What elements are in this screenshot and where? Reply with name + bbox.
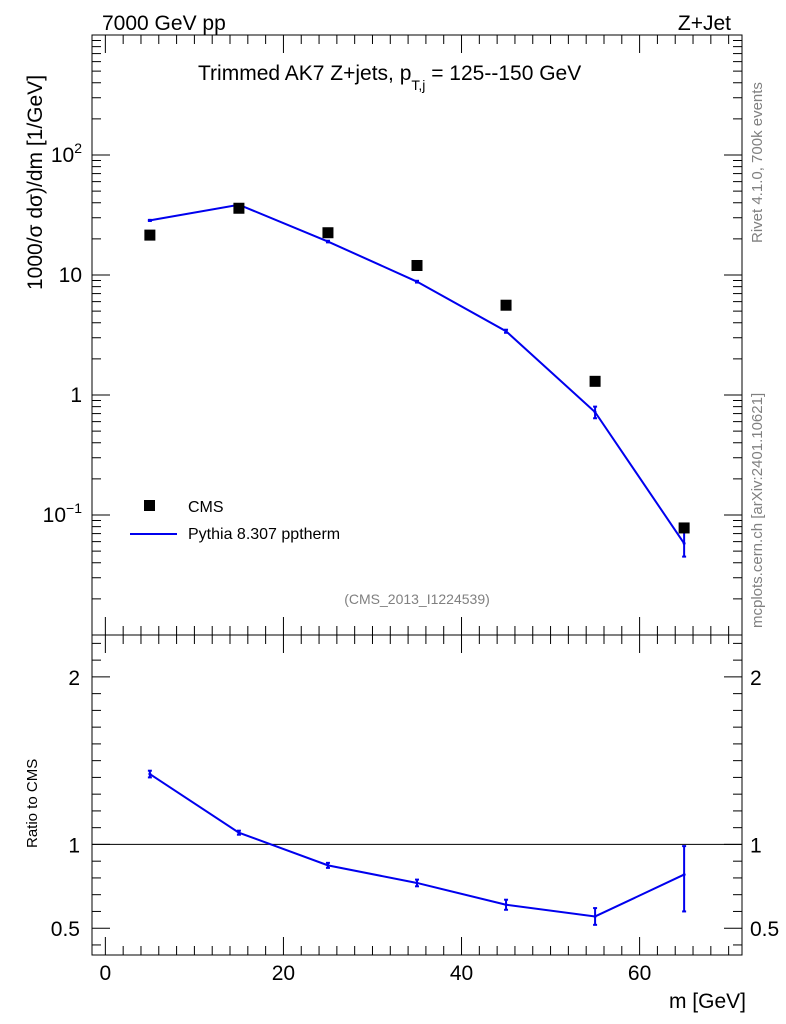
cms-data-point bbox=[322, 227, 334, 239]
main-y-tick-label-base: 10 bbox=[51, 144, 74, 167]
main-y-axis-label: 1000/σ dσ)/dm [1/GeV] bbox=[24, 75, 47, 290]
x-tick-label: 0 bbox=[100, 962, 112, 985]
cms-data-point bbox=[411, 259, 423, 271]
mc-point bbox=[415, 280, 419, 284]
ratio-point bbox=[682, 873, 686, 877]
main-title-range: = 125--150 GeV bbox=[425, 62, 581, 85]
mc-point bbox=[326, 240, 330, 244]
mc-point bbox=[682, 541, 686, 545]
ratio-panel: 0.5 0.5 1 1 2 2 0 20 40 60 Ratio to CMS m [GeV] bbox=[24, 634, 779, 1013]
ratio-point bbox=[593, 914, 597, 918]
ratio-y-tick-label-right: 1 bbox=[750, 834, 762, 857]
ratio-y-tick-label-left: 0.5 bbox=[51, 918, 80, 941]
main-y-tick-label-exponent: 2 bbox=[74, 140, 82, 156]
ratio-y-axis-label: Ratio to CMS bbox=[24, 759, 41, 848]
x-tick-label: 40 bbox=[450, 962, 473, 985]
main-y-tick-label-base: 10 bbox=[59, 264, 82, 287]
legend-cms-label: CMS bbox=[188, 499, 224, 516]
mcplots-label: mcplots.cern.ch [arXiv:2401.10621] bbox=[749, 393, 766, 628]
rivet-version-label: Rivet 4.1.0, 700k events bbox=[749, 82, 766, 243]
main-y-tick-label-exponent: −1 bbox=[66, 500, 82, 516]
main-y-tick-label: 10 bbox=[59, 264, 82, 287]
main-y-tick-label-base: 1 bbox=[70, 384, 82, 407]
main-y-tick-label: 1 bbox=[70, 384, 82, 407]
header-beam-label: 7000 GeV pp bbox=[102, 12, 226, 35]
mc-point bbox=[593, 410, 597, 414]
cms-data-point bbox=[589, 375, 601, 387]
header-process-label: Z+Jet bbox=[678, 12, 731, 35]
x-axis-label: m [GeV] bbox=[669, 990, 746, 1013]
mc-point bbox=[504, 329, 508, 333]
legend: CMS Pythia 8.307 pptherm bbox=[130, 499, 340, 543]
cms-data-point bbox=[233, 202, 245, 214]
mc-point bbox=[148, 218, 152, 222]
ratio-y-tick-label-right: 0.5 bbox=[750, 918, 779, 941]
main-title-text: Trimmed AK7 Z+jets, p bbox=[198, 62, 411, 85]
legend-mc-label: Pythia 8.307 pptherm bbox=[188, 526, 340, 543]
ratio-series-line bbox=[149, 773, 685, 918]
ratio-y-tick-label-right: 2 bbox=[750, 667, 762, 690]
main-panel-frame bbox=[91, 34, 743, 636]
ratio-point bbox=[148, 772, 152, 776]
legend-cms-marker bbox=[144, 500, 155, 511]
cms-data-point bbox=[500, 299, 512, 311]
cms-data-point bbox=[144, 229, 156, 241]
main-title: Trimmed AK7 Z+jets, pT,j = 125--150 GeV bbox=[198, 62, 581, 93]
x-tick-label: 60 bbox=[628, 962, 651, 985]
main-y-tick-label: 102 bbox=[51, 140, 82, 167]
main-y-tick-label: 10−1 bbox=[43, 500, 83, 527]
ratio-y-tick-label-left: 2 bbox=[68, 667, 80, 690]
ratio-panel-frame bbox=[91, 634, 743, 956]
mc-series-line bbox=[149, 203, 685, 544]
ratio-point bbox=[237, 831, 241, 835]
cms-data-point bbox=[678, 522, 690, 534]
ratio-point bbox=[415, 881, 419, 885]
x-tick-label: 20 bbox=[272, 962, 295, 985]
ratio-point bbox=[326, 863, 330, 867]
analysis-id-label: (CMS_2013_I1224539) bbox=[344, 591, 490, 607]
main-title-subscript: T,j bbox=[411, 77, 425, 93]
ratio-point bbox=[504, 903, 508, 907]
ratio-y-tick-label-left: 1 bbox=[68, 834, 80, 857]
main-y-tick-label-base: 10 bbox=[43, 504, 66, 527]
